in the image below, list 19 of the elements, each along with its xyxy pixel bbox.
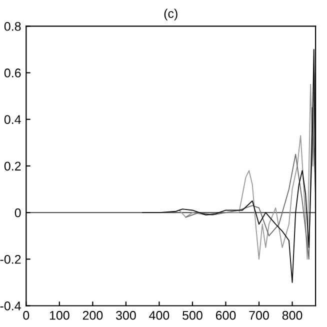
x-tick-label: 500 — [182, 310, 202, 320]
y-tick-label: -0.4 — [0, 302, 21, 310]
y-tick-label: 0.4 — [4, 115, 21, 124]
x-tick-label: 0 — [23, 310, 30, 320]
line-series — [142, 48, 316, 283]
y-tick-label: 0 — [14, 208, 21, 218]
x-tick-label: 600 — [216, 310, 236, 320]
y-tick-label: 0.2 — [4, 162, 21, 171]
x-tick-label: 800 — [282, 310, 302, 320]
x-tick-label: 200 — [82, 310, 103, 320]
line-series — [185, 107, 316, 260]
x-tick-label: 300 — [116, 310, 136, 320]
x-tick-label: 700 — [249, 310, 269, 320]
y-tick-label: 0.8 — [4, 22, 21, 31]
x-tick-label: 100 — [50, 310, 70, 320]
y-tick-label: -0.2 — [0, 254, 21, 264]
y-tick-label: 0.6 — [4, 68, 21, 78]
x-tick-label: 400 — [149, 310, 170, 320]
chart-title: (c) — [164, 8, 178, 20]
